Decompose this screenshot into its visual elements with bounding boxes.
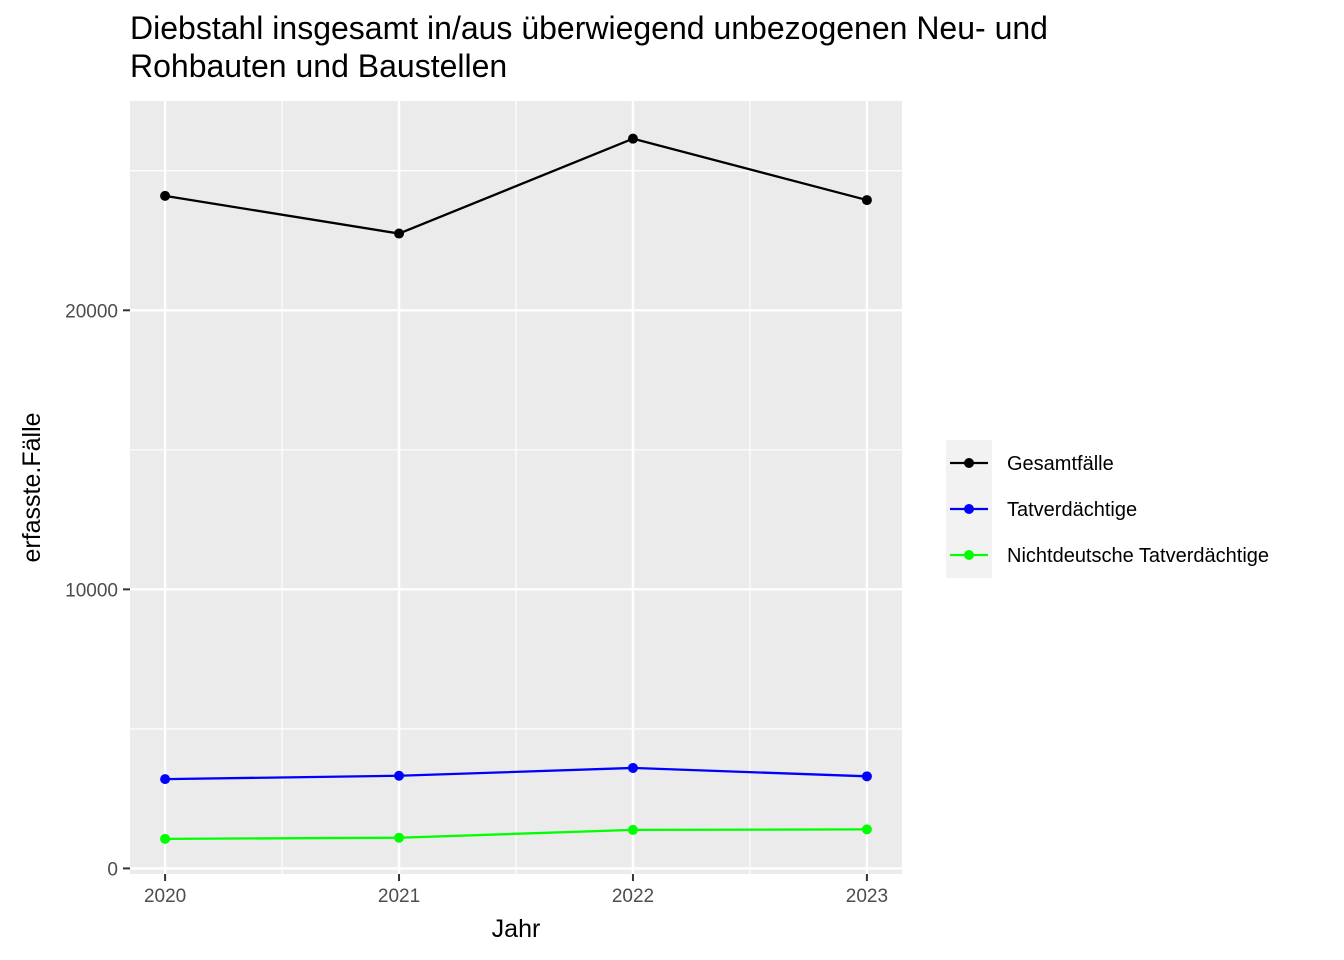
x-tick-label: 2020 bbox=[144, 886, 186, 907]
y-tick-label: 20000 bbox=[65, 301, 118, 322]
series-layer bbox=[160, 133, 872, 844]
chart-title-line-2: Rohbauten und Baustellen bbox=[130, 48, 508, 84]
x-axis-title: Jahr bbox=[492, 915, 541, 943]
y-tick-label: 10000 bbox=[65, 580, 118, 601]
series-0 bbox=[160, 133, 872, 239]
y-axis-title: erfasste.Fälle bbox=[18, 412, 46, 562]
x-tick-label: 2022 bbox=[612, 886, 654, 907]
series-2 bbox=[160, 824, 872, 844]
data-point bbox=[160, 833, 171, 844]
data-point bbox=[160, 190, 171, 201]
x-tick-label: 2021 bbox=[378, 886, 420, 907]
data-point bbox=[861, 771, 872, 782]
data-point bbox=[394, 770, 405, 781]
series-1 bbox=[160, 762, 872, 785]
legend-key-point bbox=[964, 458, 974, 468]
data-point bbox=[394, 832, 405, 843]
x-tick-label: 2023 bbox=[846, 886, 888, 907]
y-tick-label: 0 bbox=[107, 859, 118, 880]
legend-item: Gesamtfälle bbox=[950, 453, 1114, 475]
series-line bbox=[165, 766, 867, 781]
legend-item: Tatverdächtige bbox=[950, 499, 1137, 521]
data-point bbox=[861, 824, 872, 835]
legend-label: Gesamtfälle bbox=[1007, 453, 1114, 475]
legend-label: Nichtdeutsche Tatverdächtige bbox=[1007, 545, 1269, 567]
legend-key-point bbox=[964, 550, 974, 560]
legend-label: Tatverdächtige bbox=[1007, 499, 1137, 521]
data-point bbox=[394, 228, 405, 239]
data-point bbox=[627, 762, 638, 773]
data-point bbox=[160, 774, 171, 785]
legend: Gesamtfälle Tatverdächtige Nichtdeutsche T… bbox=[946, 440, 1269, 578]
series-line bbox=[165, 828, 867, 840]
series-line bbox=[164, 137, 868, 235]
axes: 0 10000 20000 2020 2021 2022 2023 bbox=[65, 301, 888, 907]
minor-gridlines bbox=[130, 101, 902, 874]
legend-item: Nichtdeutsche Tatverdächtige bbox=[950, 545, 1269, 567]
major-gridlines bbox=[130, 101, 902, 874]
legend-key-point bbox=[964, 504, 974, 514]
data-point bbox=[627, 133, 638, 144]
data-point bbox=[861, 195, 872, 206]
chart-title-line-1: Diebstahl insgesamt in/aus überwiegend u… bbox=[130, 10, 1048, 46]
data-point bbox=[627, 824, 638, 835]
